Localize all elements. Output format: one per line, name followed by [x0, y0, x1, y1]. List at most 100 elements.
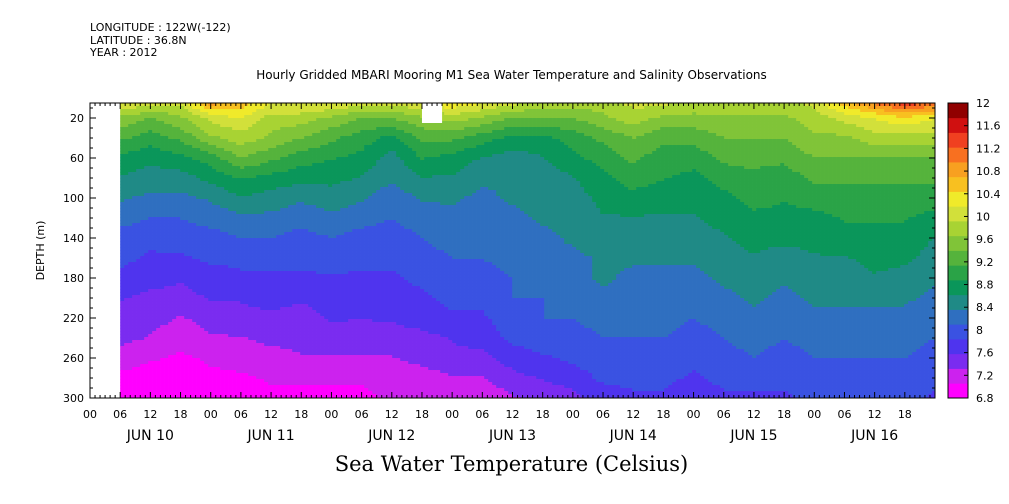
heatmap-cell: [320, 127, 324, 130]
heatmap-cell: [284, 391, 288, 394]
heatmap-cell: [208, 382, 212, 385]
heatmap-cell: [224, 124, 228, 127]
heatmap-cell: [248, 262, 252, 265]
heatmap-cell: [188, 220, 192, 223]
heatmap-cell: [192, 355, 196, 358]
heatmap-cell: [196, 220, 200, 223]
heatmap-cell: [276, 331, 280, 334]
heatmap-cell: [228, 349, 232, 352]
heatmap-cell: [180, 157, 184, 160]
heatmap-cell: [196, 370, 200, 373]
heatmap-cell: [180, 235, 184, 238]
heatmap-cell: [196, 361, 200, 364]
heatmap-cell: [140, 259, 144, 262]
heatmap-cell: [260, 118, 264, 121]
heatmap-cell: [208, 208, 212, 211]
heatmap-cell: [296, 145, 300, 148]
heatmap-cell: [136, 310, 140, 313]
heatmap-cell: [220, 136, 224, 139]
heatmap-cell: [204, 214, 208, 217]
heatmap-cell: [272, 139, 276, 142]
heatmap-cell: [196, 217, 200, 220]
heatmap-cell: [128, 106, 132, 109]
heatmap-cell: [192, 106, 196, 109]
heatmap-cell: [144, 304, 148, 307]
heatmap-cell: [196, 322, 200, 325]
heatmap-cell: [204, 235, 208, 238]
heatmap-cell: [228, 325, 232, 328]
heatmap-cell: [180, 214, 184, 217]
heatmap-cell: [212, 352, 216, 355]
heatmap-cell: [180, 364, 184, 367]
heatmap-cell: [220, 118, 224, 121]
heatmap-cell: [272, 115, 276, 118]
heatmap-cell: [268, 346, 272, 349]
heatmap-cell: [176, 136, 180, 139]
heatmap-cell: [272, 280, 276, 283]
heatmap-cell: [212, 178, 216, 181]
heatmap-cell: [212, 169, 216, 172]
heatmap-cell: [312, 352, 316, 355]
heatmap-cell: [312, 166, 316, 169]
heatmap-cell: [244, 385, 248, 388]
heatmap-cell: [152, 118, 156, 121]
heatmap-cell: [268, 220, 272, 223]
heatmap-cell: [144, 184, 148, 187]
heatmap-cell: [248, 199, 252, 202]
heatmap-cell: [244, 262, 248, 265]
heatmap-cell: [140, 232, 144, 235]
heatmap-cell: [308, 391, 312, 394]
heatmap-cell: [136, 184, 140, 187]
heatmap-cell: [128, 298, 132, 301]
heatmap-cell: [200, 226, 204, 229]
heatmap-cell: [144, 346, 148, 349]
heatmap-cell: [216, 127, 220, 130]
heatmap-cell: [236, 163, 240, 166]
heatmap-cell: [184, 394, 188, 397]
heatmap-cell: [276, 196, 280, 199]
heatmap-cell: [172, 301, 176, 304]
heatmap-cell: [188, 139, 192, 142]
heatmap-cell: [208, 307, 212, 310]
heatmap-cell: [180, 322, 184, 325]
heatmap-cell: [224, 337, 228, 340]
heatmap-cell: [124, 376, 128, 379]
heatmap-cell: [260, 343, 264, 346]
heatmap-cell: [156, 280, 160, 283]
heatmap-cell: [212, 238, 216, 241]
heatmap-cell: [284, 175, 288, 178]
heatmap-cell: [204, 181, 208, 184]
heatmap-cell: [188, 304, 192, 307]
heatmap-cell: [188, 136, 192, 139]
heatmap-cell: [296, 346, 300, 349]
heatmap-cell: [168, 352, 172, 355]
heatmap-cell: [316, 298, 320, 301]
heatmap-cell: [160, 367, 164, 370]
heatmap-cell: [160, 313, 164, 316]
heatmap-cell: [260, 154, 264, 157]
heatmap-cell: [136, 319, 140, 322]
heatmap-cell: [184, 235, 188, 238]
heatmap-cell: [168, 253, 172, 256]
heatmap-cell: [280, 271, 284, 274]
heatmap-cell: [156, 253, 160, 256]
heatmap-cell: [148, 289, 152, 292]
heatmap-cell: [316, 145, 320, 148]
heatmap-cell: [180, 112, 184, 115]
heatmap-cell: [148, 139, 152, 142]
heatmap-cell: [204, 259, 208, 262]
heatmap-cell: [168, 208, 172, 211]
heatmap-cell: [124, 214, 128, 217]
heatmap-cell: [296, 292, 300, 295]
heatmap-cell: [172, 109, 176, 112]
heatmap-cell: [172, 352, 176, 355]
heatmap-cell: [300, 376, 304, 379]
heatmap-cell: [140, 166, 144, 169]
heatmap-cell: [208, 340, 212, 343]
heatmap-cell: [272, 388, 276, 391]
heatmap-cell: [156, 283, 160, 286]
heatmap-cell: [128, 256, 132, 259]
heatmap-cell: [176, 373, 180, 376]
heatmap-cell: [312, 274, 316, 277]
heatmap-cell: [272, 211, 276, 214]
